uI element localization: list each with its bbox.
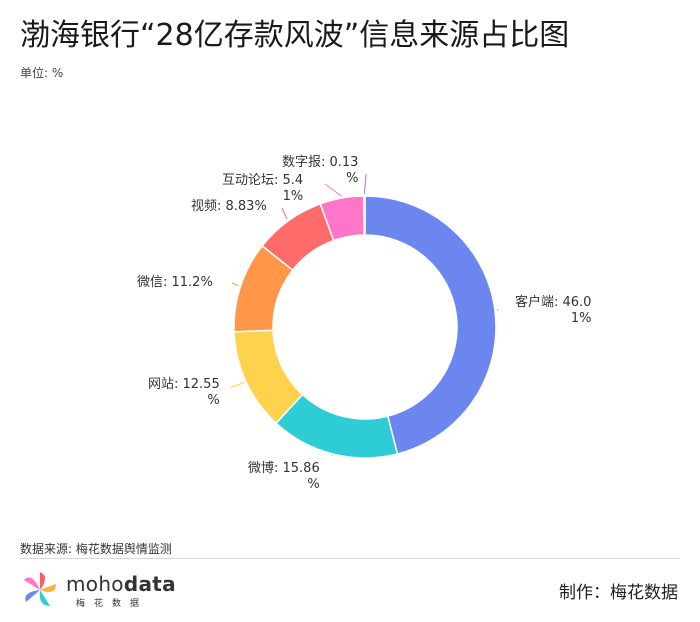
chart-slices	[233, 195, 497, 459]
slice-label-6: 数字报: 0.13%	[282, 155, 358, 186]
data-source: 数据来源: 梅花数据舆情监测	[20, 542, 172, 556]
slice-label-line-5-0: 互动论坛: 5.4	[222, 173, 303, 188]
unit-label: 单位: %	[20, 66, 64, 80]
slice-label-line-1-1: %	[307, 477, 319, 492]
slice-label-1: 微博: 15.86%	[248, 461, 320, 492]
chart-leader-lines	[229, 173, 499, 457]
slice-label-line-4-0: 视频: 8.83%	[191, 199, 267, 214]
slice-label-line-3-0: 微信: 11.2%	[137, 275, 213, 290]
page-title: 渤海银行“28亿存款风波”信息来源占比图	[20, 18, 570, 53]
leader-line-4	[281, 207, 288, 220]
slice-0	[364, 195, 497, 455]
leader-line-3	[231, 282, 239, 287]
slice-label-line-1-0: 微博: 15.86	[248, 461, 320, 476]
pinwheel-logo-icon	[24, 572, 56, 606]
slice-label-line-6-0: 数字报: 0.13	[282, 155, 358, 170]
slice-label-3: 微信: 11.2%	[137, 275, 213, 290]
slice-label-4: 视频: 8.83%	[191, 199, 267, 214]
logo-wordmark-bold: data	[123, 572, 176, 596]
footer-divider	[20, 558, 680, 559]
slice-label-line-2-1: %	[207, 393, 219, 408]
leader-line-6	[363, 173, 367, 195]
leader-line-2	[229, 382, 245, 389]
slice-label-line-0-0: 客户端: 46.0	[515, 294, 591, 310]
leader-line-5	[324, 183, 342, 197]
slice-label-line-2-0: 网站: 12.55	[148, 377, 220, 392]
slice-label-2: 网站: 12.55%	[148, 377, 220, 408]
logo-subtitle: 梅花数据	[76, 599, 149, 609]
logo-wordmark: mohodata	[66, 572, 176, 596]
slice-label-5: 互动论坛: 5.4 1%	[222, 173, 303, 204]
donut-chart: 客户端: 46.0 1%微博: 15.86 %网站: 12.55 %微信: 11.2%…	[137, 155, 591, 492]
maker-credit: 制作：梅花数据	[559, 583, 678, 603]
chart-labels: 客户端: 46.0 1%微博: 15.86 %网站: 12.55 %微信: 11.2%…	[137, 155, 591, 492]
slice-6	[363, 195, 366, 236]
slice-label-0: 客户端: 46.0 1%	[515, 294, 591, 326]
slice-label-line-0-1: 1%	[571, 311, 592, 326]
mohodata-logo: mohodata 梅花数据	[20, 570, 220, 610]
slice-label-line-6-1: %	[346, 171, 358, 186]
slice-label-line-5-1: 1%	[283, 189, 304, 204]
logo-wordmark-light: moho	[66, 572, 124, 596]
